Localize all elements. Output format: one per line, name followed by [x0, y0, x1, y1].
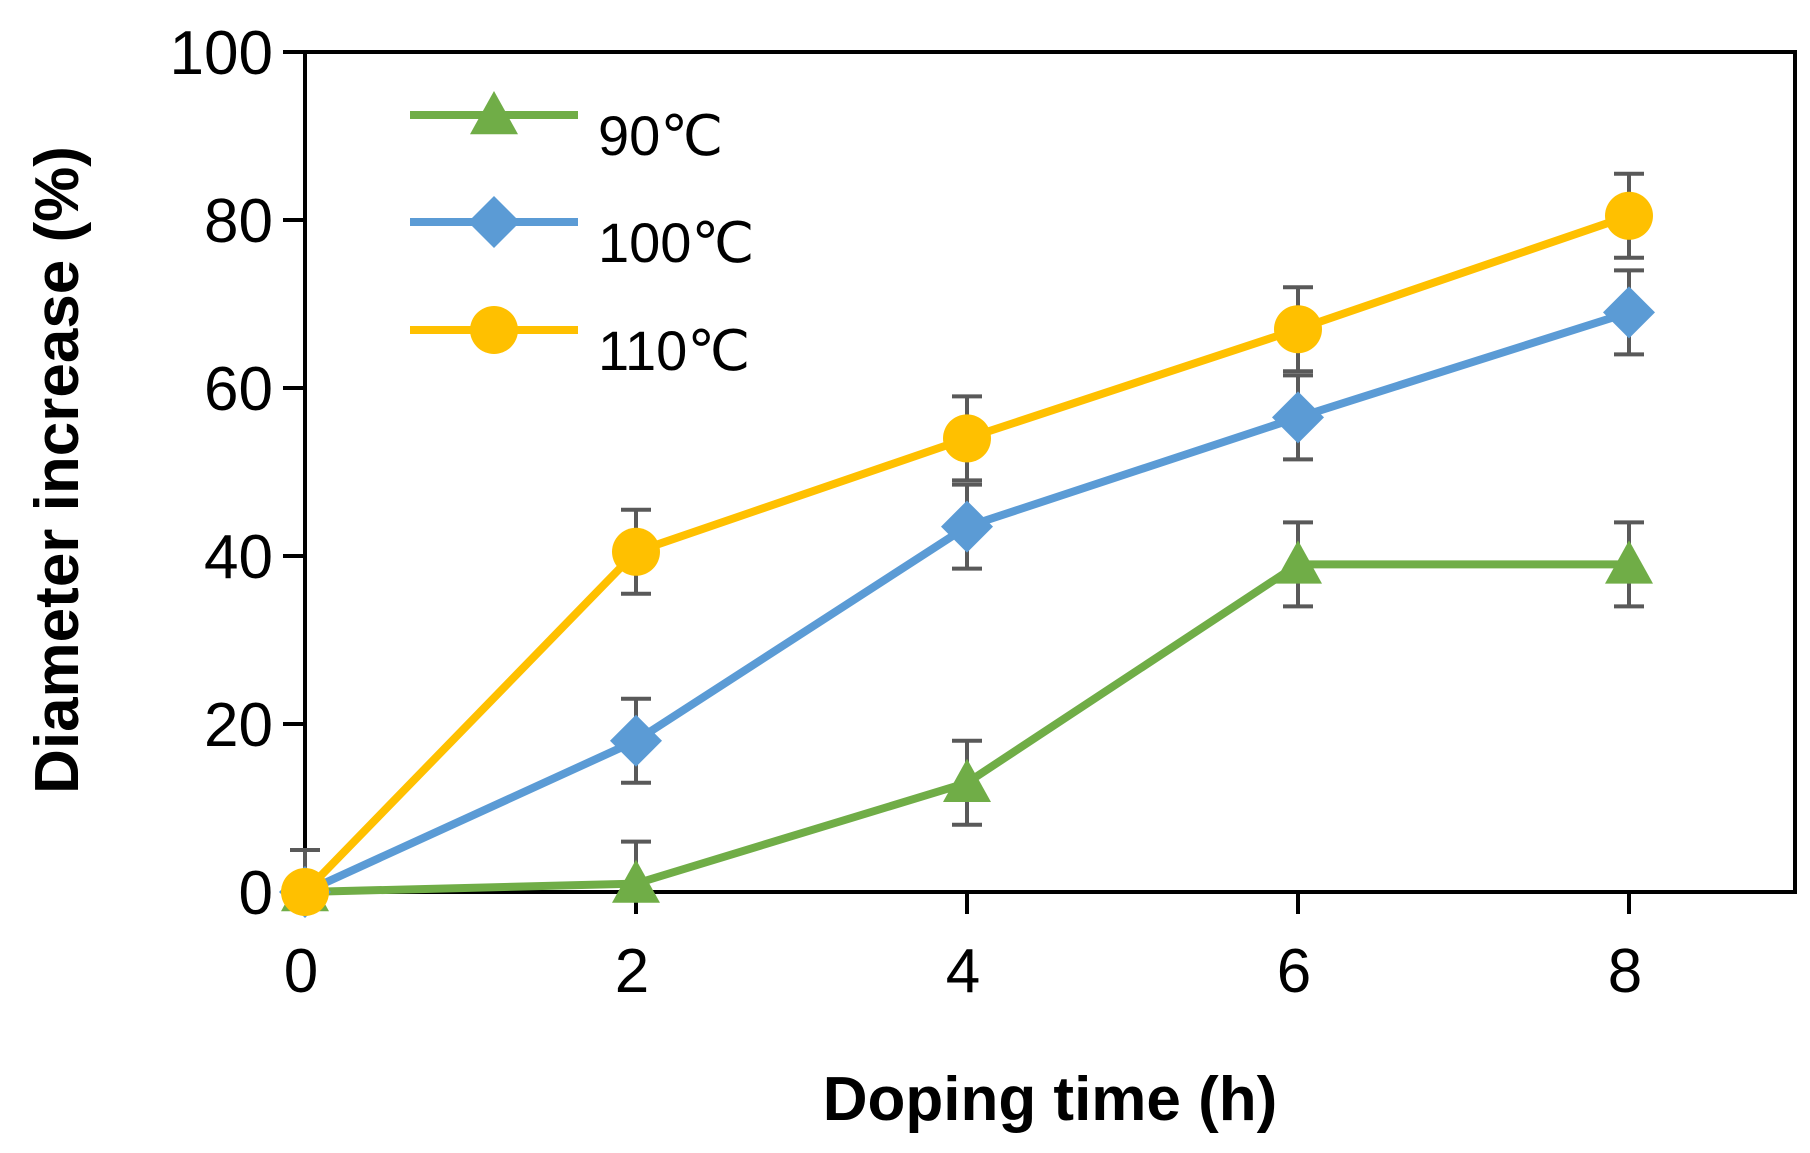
series-line [304, 560, 1629, 896]
data-point [1274, 540, 1322, 584]
x-tick-label: 6 [1277, 937, 1311, 1006]
series-markers [279, 191, 1655, 918]
data-point [612, 859, 660, 903]
data-point [612, 527, 660, 576]
tick-labels: 0 20 40 60 80 100 0 2 4 6 8 [170, 19, 1643, 1006]
y-tick-label: 0 [239, 859, 273, 928]
data-point [610, 714, 662, 767]
y-tick-label: 60 [204, 355, 273, 424]
legend-marker [468, 196, 520, 248]
plot-frame [303, 50, 1797, 894]
legend-marker [470, 91, 518, 135]
y-tick-label: 40 [204, 523, 273, 592]
data-point [941, 500, 993, 553]
legend-label: 110℃ [598, 319, 750, 382]
legend-marker [470, 306, 518, 354]
data-point [943, 414, 991, 463]
data-point [1272, 391, 1324, 444]
y-axis-title: Diameter increase (%) [23, 146, 92, 794]
y-tick-label: 100 [170, 19, 273, 88]
x-tick-label: 4 [946, 937, 980, 1006]
x-tick-label: 8 [1608, 937, 1642, 1006]
y-tick-label: 20 [204, 691, 273, 760]
legend-label: 90℃ [598, 104, 723, 167]
data-point [1603, 286, 1655, 339]
data-point [1605, 191, 1653, 240]
legend-label: 100℃ [598, 211, 754, 274]
data-point [1274, 305, 1322, 354]
data-point [943, 758, 991, 802]
x-tick-label: 0 [284, 937, 318, 1006]
data-point [281, 868, 329, 916]
x-axis-title: Doping time (h) [823, 1065, 1278, 1134]
data-point [1605, 540, 1653, 584]
x-tick-label: 2 [615, 937, 649, 1006]
legend: 90℃ 100℃ 110℃ [410, 91, 754, 382]
y-tick-label: 80 [204, 187, 273, 256]
